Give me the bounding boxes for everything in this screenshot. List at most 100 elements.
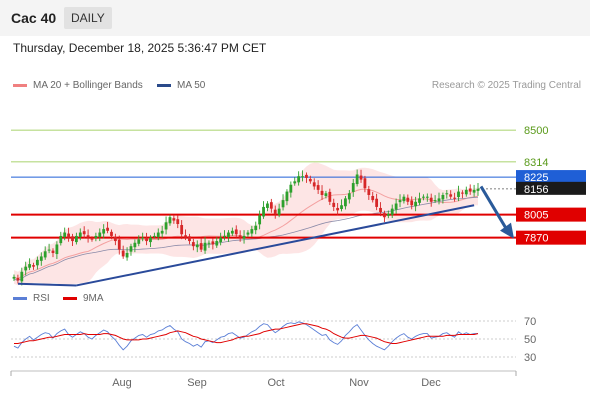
candle-body: [457, 191, 460, 198]
level-label-8314: 8314: [524, 157, 548, 169]
candle-body: [258, 215, 262, 225]
bollinger-swatch: [13, 83, 27, 87]
level-tag-8005: [516, 207, 586, 222]
candle-body: [453, 197, 457, 199]
candle-body: [152, 235, 156, 237]
candle-body: [269, 202, 273, 209]
candle-body: [47, 249, 51, 251]
candle-body: [203, 242, 207, 251]
candle-body: [24, 266, 28, 271]
last-price-label: 8156: [524, 184, 548, 196]
candle-body: [250, 229, 254, 234]
legend-bollinger-label: MA 20 + Bollinger Bands: [33, 80, 143, 91]
candle-body: [273, 209, 277, 214]
candle-body: [262, 206, 265, 217]
candle-body: [386, 213, 390, 216]
candle-body: [418, 198, 421, 203]
candle-body: [168, 217, 172, 224]
level-label-7870: 7870: [524, 233, 548, 245]
candle-body: [324, 193, 328, 197]
legend-ma50: MA 50: [157, 80, 205, 91]
candle-body: [16, 277, 20, 281]
candle-body: [383, 213, 386, 218]
candle-body: [266, 203, 269, 208]
candle-body: [164, 222, 168, 230]
candle-body: [78, 232, 82, 237]
candle-body: [149, 237, 152, 243]
candle-body: [359, 175, 363, 180]
candle-body: [230, 230, 234, 234]
candle-body: [145, 238, 148, 242]
candle-body: [301, 176, 304, 178]
candle-body: [355, 174, 359, 185]
candle-body: [184, 235, 187, 238]
candle-body: [433, 200, 437, 202]
candle-body: [297, 176, 301, 183]
bollinger-band: [14, 162, 478, 286]
x-tick-label-Nov: Nov: [349, 377, 369, 389]
candle-body: [410, 200, 414, 206]
candle-body: [121, 250, 125, 257]
candle-body: [188, 236, 191, 242]
legend-rsi-label: RSI: [33, 293, 50, 304]
candle-body: [110, 231, 113, 236]
forecast-arrow-head: [500, 222, 514, 239]
candle-body: [449, 194, 453, 197]
candle-body: [398, 200, 402, 203]
support-trendline: [76, 204, 475, 287]
legend-rsi-ma: 9MA: [63, 293, 104, 304]
x-tick-label-Oct: Oct: [267, 377, 284, 389]
rsi-swatch: [13, 296, 27, 300]
candle-body: [211, 241, 215, 245]
candle-body: [20, 271, 24, 282]
candle-body: [332, 202, 336, 207]
candle-body: [59, 235, 63, 244]
candle-body: [344, 198, 347, 207]
timestamp: Thursday, December 18, 2025 5:36:47 PM C…: [13, 41, 267, 55]
candle-body: [437, 198, 441, 202]
x-tick-label-Aug: Aug: [112, 377, 132, 389]
period-selector-button[interactable]: DAILY: [64, 7, 112, 29]
candle-body: [35, 259, 39, 266]
candle-body: [363, 178, 367, 189]
level-label-8005: 8005: [524, 210, 548, 222]
candle-body: [12, 276, 16, 279]
candle-body: [199, 243, 203, 250]
candle-body: [422, 196, 425, 198]
candle-body: [328, 191, 332, 202]
candle-body: [367, 189, 371, 195]
candle-body: [207, 242, 211, 244]
candle-body: [141, 237, 145, 239]
candle-body: [195, 244, 199, 248]
candle-body: [86, 235, 90, 238]
candle-body: [281, 200, 285, 208]
candle-body: [277, 208, 281, 215]
candle-body: [402, 196, 406, 202]
candle-body: [39, 256, 43, 261]
candle-body: [125, 253, 129, 258]
candle-body: [379, 207, 382, 213]
candle-body: [285, 191, 289, 202]
support-trendline-ext: [17, 282, 77, 287]
candle-body: [176, 219, 180, 224]
candle-body: [223, 235, 226, 237]
candle-body: [336, 207, 340, 211]
candle-body: [94, 235, 98, 238]
candle-body: [215, 241, 219, 246]
x-tick-label-Dec: Dec: [421, 377, 441, 389]
candle-body: [51, 250, 55, 254]
candle-body: [406, 197, 410, 202]
candle-body: [293, 181, 297, 184]
candle-body: [441, 194, 445, 200]
candle-body: [32, 265, 35, 267]
candle-body: [312, 182, 316, 187]
candle-body: [390, 208, 394, 215]
candle-body: [28, 264, 31, 268]
candle-body: [254, 225, 258, 231]
candle-body: [308, 178, 312, 182]
candle-body: [113, 236, 117, 242]
candle-body: [180, 225, 184, 235]
candle-body: [445, 193, 449, 195]
chart-header: Cac 40 DAILY: [0, 0, 590, 36]
